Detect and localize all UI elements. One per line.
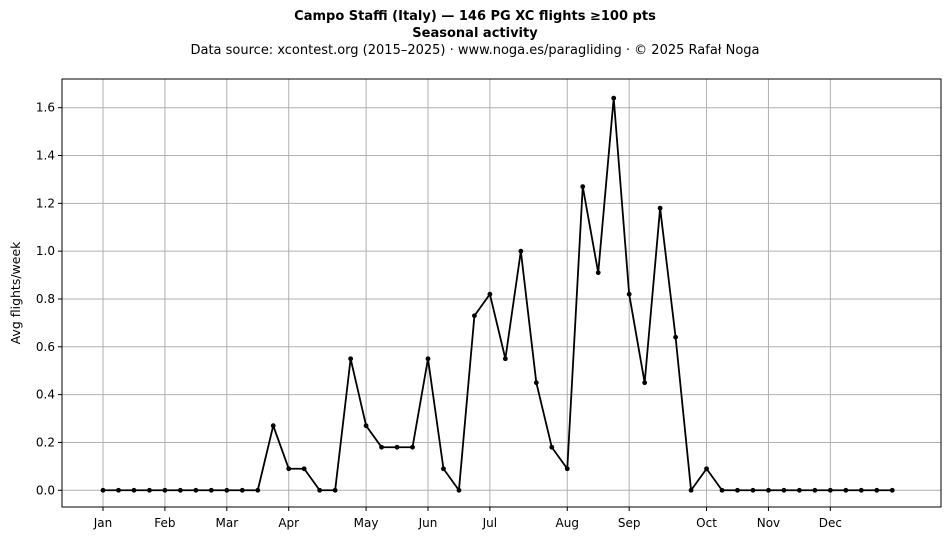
data-point [704,466,709,472]
y-tick-label: 0.4 [36,388,55,402]
data-point [472,313,477,319]
tick-layer: Jan Feb Mar Apr May Jun Jul Aug Sep Oct Nov Dec 0.0 0… [36,101,842,530]
x-tick-label: May [354,516,379,530]
data-point [348,356,354,362]
data-point [425,356,431,362]
data-point [797,487,802,493]
data-point [750,487,756,493]
data-point [889,487,895,493]
data-point [456,487,462,493]
data-point [131,487,137,493]
data-point [518,248,524,254]
data-point [441,466,446,472]
data-point [286,466,292,472]
data-point [363,423,369,429]
data-point [410,444,415,450]
y-tick-label: 1.2 [36,196,55,210]
data-point [379,444,384,450]
data-point [162,487,168,493]
grid-layer [62,79,941,507]
x-tick-label: Apr [278,516,299,530]
data-point [487,291,493,297]
y-tick-label: 0.6 [36,340,55,354]
x-tick-label: Feb [154,516,175,530]
data-point [595,270,601,276]
data-point [549,444,555,450]
data-point [781,487,787,493]
x-tick-label: Sep [618,516,641,530]
data-point [580,184,586,189]
data-point [317,487,323,493]
data-point [332,487,338,493]
data-point [255,487,261,493]
title-block: Campo Staffi (Italy) — 146 PG XC flights… [0,8,950,59]
data-point [874,487,880,493]
data-point [239,487,245,493]
chart-title: Campo Staffi (Italy) — 146 PG XC flights… [294,9,656,24]
data-point [147,487,152,493]
y-tick-label: 0.2 [36,435,55,449]
data-point [301,466,307,472]
data-point [657,205,663,211]
data-point [208,487,214,493]
data-point [766,487,771,493]
y-tick-label: 1.4 [36,149,55,163]
x-tick-label: Aug [556,516,579,530]
x-tick-label: Jul [482,516,497,530]
x-tick-label: Mar [215,516,238,530]
data-point [626,291,632,297]
data-point [642,380,648,386]
y-tick-label: 1.6 [36,101,55,115]
data-point [116,487,121,493]
data-point [843,487,849,493]
x-tick-label: Dec [819,516,842,530]
source-note: Data source: xcontest.org (2015–2025) · … [190,43,760,58]
x-tick-label: Oct [696,516,717,530]
data-point [858,487,864,493]
data-point [193,487,199,493]
data-point [177,487,183,493]
data-point [100,487,106,493]
series-layer [100,95,895,493]
data-point [611,95,617,101]
y-axis-label: Avg flights/week [8,241,23,345]
x-tick-label: Jan [93,516,113,530]
data-point [224,487,230,493]
x-tick-label: Jun [418,516,438,530]
data-point [688,487,694,493]
data-point [719,487,725,493]
y-tick-label: 0.0 [36,483,55,497]
data-point [812,487,818,493]
y-tick-label: 1.0 [36,244,55,258]
chart-subtitle: Seasonal activity [412,26,538,41]
data-point [533,380,539,386]
plot-frame [61,78,942,508]
data-point [673,334,678,340]
y-tick-label: 0.8 [36,292,55,306]
data-point [270,423,276,429]
data-point [735,487,740,493]
data-point [502,356,508,362]
data-point [394,444,400,450]
series-line [103,97,893,492]
data-point [564,466,570,472]
data-point [827,487,833,493]
x-tick-label: Nov [757,516,780,530]
